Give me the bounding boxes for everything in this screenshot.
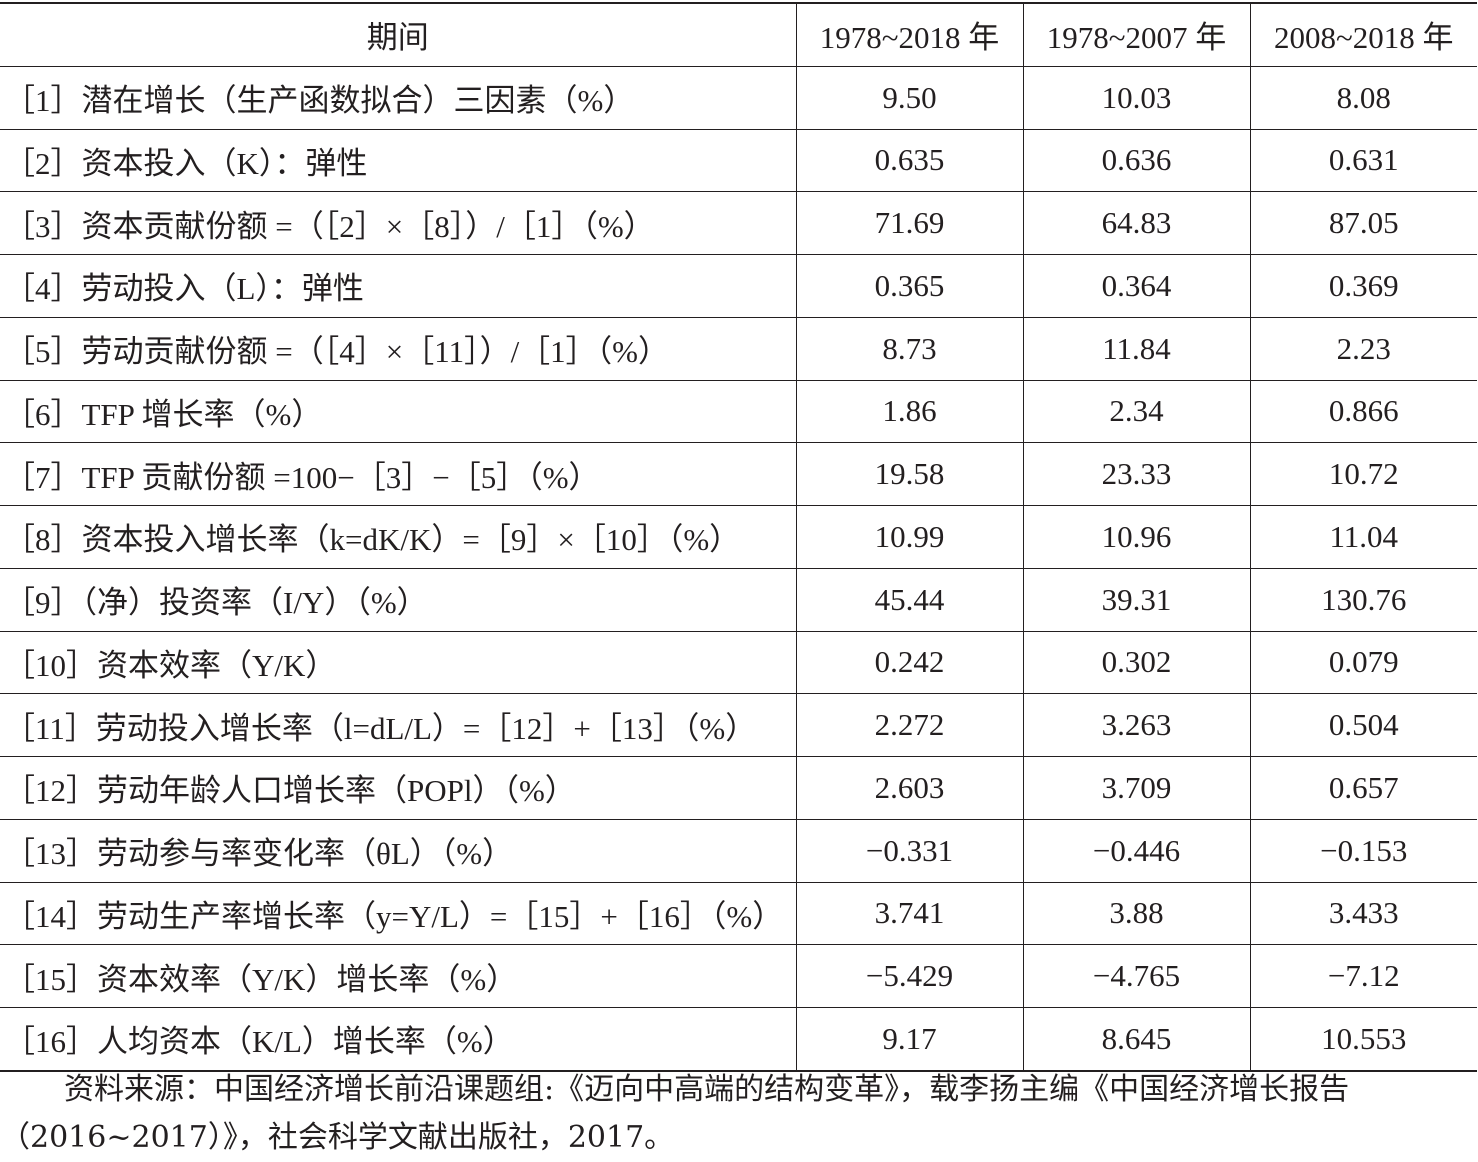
cell-1978-2018: 19.58 — [795, 442, 1023, 506]
table-row: ［5］劳动贡献份额 =（［4］×［11］）/［1］（%） 8.73 11.84 … — [0, 317, 1477, 381]
cell-2008-2018: 10.553 — [1249, 1007, 1477, 1072]
cell-2008-2018: 87.05 — [1249, 191, 1477, 255]
cell-2008-2018: −7.12 — [1249, 944, 1477, 1008]
cell-2008-2018: 0.504 — [1249, 693, 1477, 757]
row-label: ［12］劳动年龄人口增长率（POPl）（%） — [0, 756, 796, 820]
cell-1978-2007: −0.446 — [1022, 819, 1250, 883]
header-1978-2007: 1978~2007 年 — [1022, 1, 1250, 67]
cell-2008-2018: 0.079 — [1249, 631, 1477, 695]
row-label: ［14］劳动生产率增长率（y=Y/L）=［15］+［16］（%） — [0, 882, 796, 946]
growth-accounting-table: 期间 1978~2018 年 1978~2007 年 2008~2018 年 ［… — [0, 1, 1477, 1072]
cell-1978-2018: −0.331 — [795, 819, 1023, 883]
row-label: ［9］（净）投资率（I/Y）（%） — [0, 568, 796, 632]
cell-1978-2007: 3.709 — [1022, 756, 1250, 820]
table-row: ［2］资本投入（K）：弹性 0.635 0.636 0.631 — [0, 129, 1477, 193]
cell-1978-2007: 0.636 — [1022, 129, 1250, 193]
cell-1978-2018: 8.73 — [795, 317, 1023, 381]
cell-1978-2007: 23.33 — [1022, 442, 1250, 506]
cell-2008-2018: 0.631 — [1249, 129, 1477, 193]
row-label: ［11］劳动投入增长率（l=dL/L）=［12］+［13］（%） — [0, 693, 796, 757]
cell-1978-2018: 9.50 — [795, 66, 1023, 130]
row-label: ［6］TFP 增长率（%） — [0, 380, 796, 444]
cell-2008-2018: 0.369 — [1249, 254, 1477, 318]
row-label: ［4］劳动投入（L）：弹性 — [0, 254, 796, 318]
table-row: ［7］TFP 贡献份额 =100−［3］−［5］（%） 19.58 23.33 … — [0, 442, 1477, 506]
cell-1978-2018: 0.635 — [795, 129, 1023, 193]
cell-2008-2018: 0.866 — [1249, 380, 1477, 444]
cell-1978-2007: 10.03 — [1022, 66, 1250, 130]
row-label: ［2］资本投入（K）：弹性 — [0, 129, 796, 193]
table-row: ［12］劳动年龄人口增长率（POPl）（%） 2.603 3.709 0.657 — [0, 756, 1477, 820]
cell-1978-2007: 39.31 — [1022, 568, 1250, 632]
cell-1978-2018: 0.365 — [795, 254, 1023, 318]
cell-1978-2018: 2.603 — [795, 756, 1023, 820]
table-row: ［13］劳动参与率变化率（θL）（%） −0.331 −0.446 −0.153 — [0, 819, 1477, 883]
cell-2008-2018: 10.72 — [1249, 442, 1477, 506]
source-note: 资料来源：中国经济增长前沿课题组:《迈向中高端的结构变革》，载李扬主编《中国经济… — [0, 1066, 1478, 1162]
cell-1978-2007: −4.765 — [1022, 944, 1250, 1008]
table-row: ［10］资本效率（Y/K） 0.242 0.302 0.079 — [0, 631, 1477, 695]
cell-1978-2018: 9.17 — [795, 1007, 1023, 1072]
row-label: ［15］资本效率（Y/K）增长率（%） — [0, 944, 796, 1008]
cell-1978-2007: 11.84 — [1022, 317, 1250, 381]
cell-1978-2007: 10.96 — [1022, 505, 1250, 569]
table-row: ［16］人均资本（K/L）增长率（%） 9.17 8.645 10.553 — [0, 1007, 1477, 1072]
cell-1978-2018: −5.429 — [795, 944, 1023, 1008]
table-row: ［9］（净）投资率（I/Y）（%） 45.44 39.31 130.76 — [0, 568, 1477, 632]
cell-2008-2018: 0.657 — [1249, 756, 1477, 820]
cell-2008-2018: 8.08 — [1249, 66, 1477, 130]
cell-1978-2007: 3.88 — [1022, 882, 1250, 946]
row-label: ［16］人均资本（K/L）增长率（%） — [0, 1007, 796, 1072]
cell-2008-2018: 2.23 — [1249, 317, 1477, 381]
cell-1978-2018: 71.69 — [795, 191, 1023, 255]
header-period: 期间 — [0, 1, 796, 67]
cell-1978-2018: 2.272 — [795, 693, 1023, 757]
cell-1978-2018: 3.741 — [795, 882, 1023, 946]
source-note-text: 资料来源：中国经济增长前沿课题组:《迈向中高端的结构变革》，载李扬主编《中国经济… — [0, 1072, 1350, 1155]
header-1978-2018: 1978~2018 年 — [795, 1, 1023, 67]
header-2008-2018: 2008~2018 年 — [1249, 1, 1477, 67]
cell-1978-2007: 3.263 — [1022, 693, 1250, 757]
cell-1978-2007: 64.83 — [1022, 191, 1250, 255]
table-row: ［4］劳动投入（L）：弹性 0.365 0.364 0.369 — [0, 254, 1477, 318]
cell-1978-2018: 1.86 — [795, 380, 1023, 444]
cell-1978-2018: 10.99 — [795, 505, 1023, 569]
row-label: ［7］TFP 贡献份额 =100−［3］−［5］（%） — [0, 442, 796, 506]
cell-2008-2018: 11.04 — [1249, 505, 1477, 569]
cell-1978-2007: 0.302 — [1022, 631, 1250, 695]
row-label: ［10］资本效率（Y/K） — [0, 631, 796, 695]
row-label: ［3］资本贡献份额 =（［2］×［8］）/［1］（%） — [0, 191, 796, 255]
table-row: ［14］劳动生产率增长率（y=Y/L）=［15］+［16］（%） 3.741 3… — [0, 882, 1477, 946]
cell-2008-2018: −0.153 — [1249, 819, 1477, 883]
cell-1978-2018: 45.44 — [795, 568, 1023, 632]
table-row: ［3］资本贡献份额 =（［2］×［8］）/［1］（%） 71.69 64.83 … — [0, 191, 1477, 255]
row-label: ［1］潜在增长（生产函数拟合）三因素（%） — [0, 66, 796, 130]
cell-1978-2007: 8.645 — [1022, 1007, 1250, 1072]
header-row: 期间 1978~2018 年 1978~2007 年 2008~2018 年 — [0, 1, 1477, 67]
row-label: ［5］劳动贡献份额 =（［4］×［11］）/［1］（%） — [0, 317, 796, 381]
cell-1978-2007: 2.34 — [1022, 380, 1250, 444]
table-row: ［11］劳动投入增长率（l=dL/L）=［12］+［13］（%） 2.272 3… — [0, 693, 1477, 757]
row-label: ［8］资本投入增长率（k=dK/K）=［9］×［10］（%） — [0, 505, 796, 569]
table-row: ［6］TFP 增长率（%） 1.86 2.34 0.866 — [0, 380, 1477, 444]
table-row: ［8］资本投入增长率（k=dK/K）=［9］×［10］（%） 10.99 10.… — [0, 505, 1477, 569]
row-label: ［13］劳动参与率变化率（θL）（%） — [0, 819, 796, 883]
cell-1978-2007: 0.364 — [1022, 254, 1250, 318]
table-row: ［1］潜在增长（生产函数拟合）三因素（%） 9.50 10.03 8.08 — [0, 66, 1477, 130]
cell-2008-2018: 130.76 — [1249, 568, 1477, 632]
table-row: ［15］资本效率（Y/K）增长率（%） −5.429 −4.765 −7.12 — [0, 944, 1477, 1008]
cell-1978-2018: 0.242 — [795, 631, 1023, 695]
cell-2008-2018: 3.433 — [1249, 882, 1477, 946]
